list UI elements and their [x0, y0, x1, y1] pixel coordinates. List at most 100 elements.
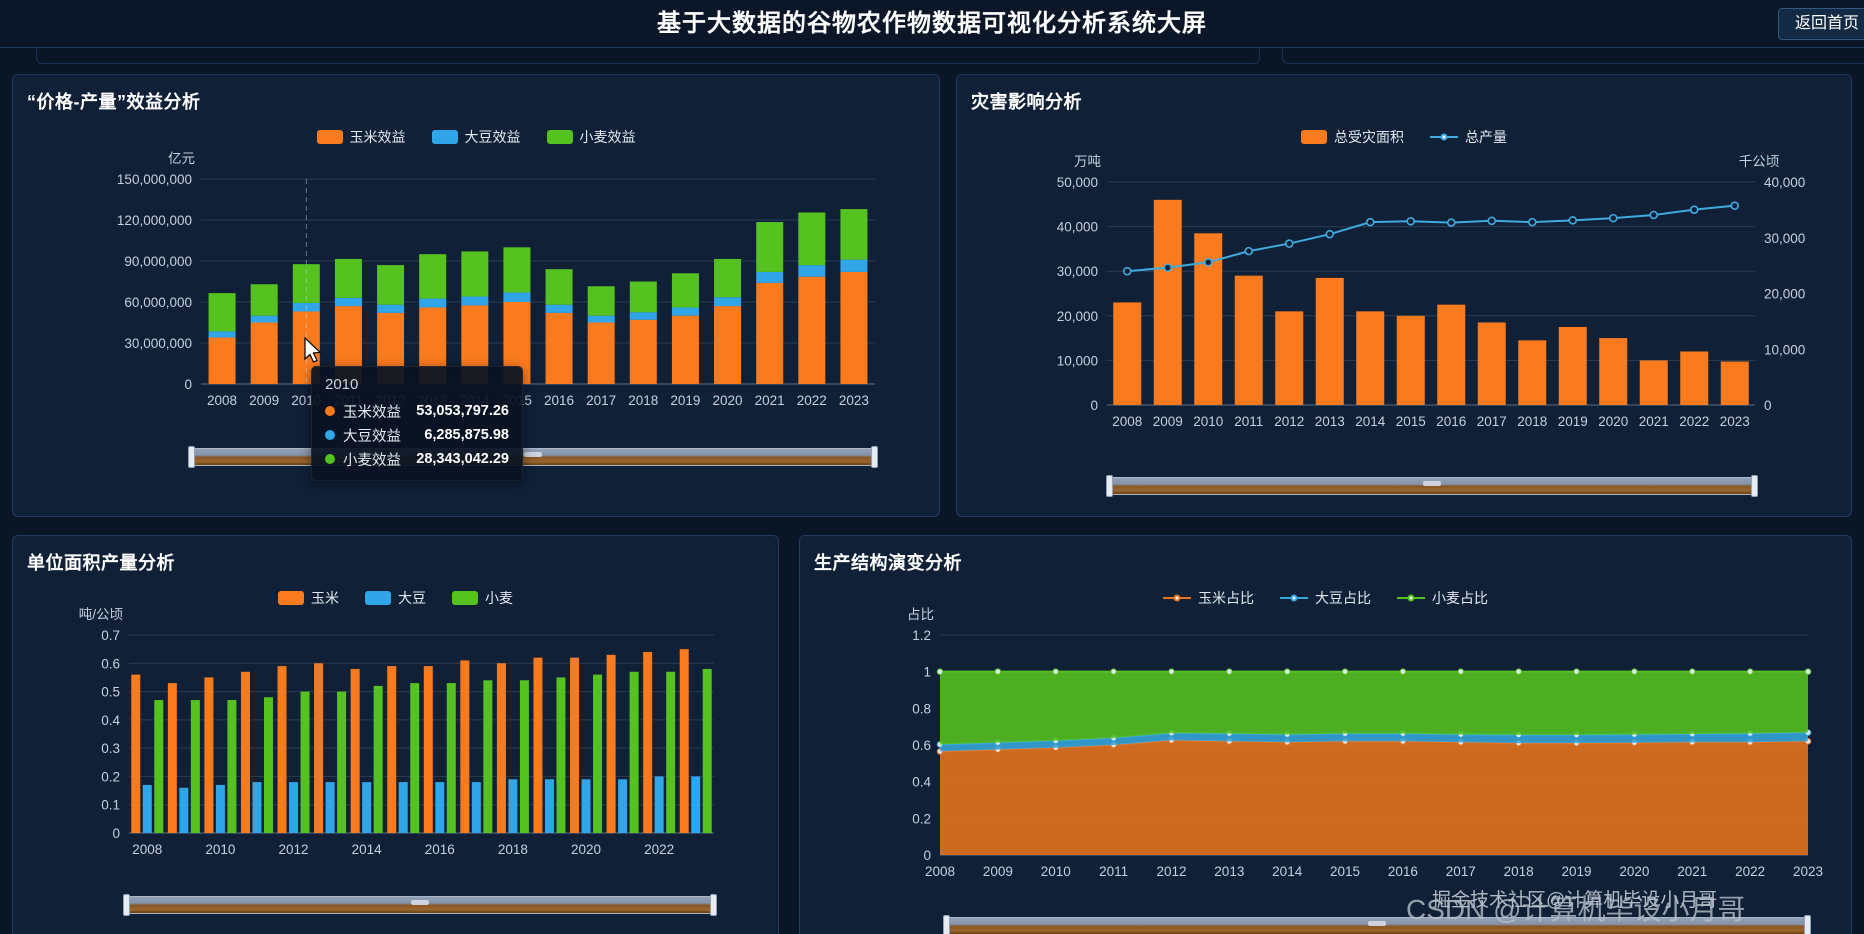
svg-text:2011: 2011 — [1099, 864, 1128, 879]
legend-marker-icon — [278, 591, 304, 605]
legend-line-marker-icon — [1440, 133, 1448, 141]
datazoom-handle-left[interactable] — [943, 915, 950, 934]
svg-text:30,000: 30,000 — [1057, 264, 1098, 279]
svg-text:2011: 2011 — [1234, 414, 1263, 429]
svg-text:0: 0 — [1764, 398, 1772, 413]
svg-text:30,000: 30,000 — [1764, 231, 1805, 246]
svg-text:20,000: 20,000 — [1057, 309, 1098, 324]
datazoom-grip[interactable] — [1368, 921, 1386, 926]
svg-text:2020: 2020 — [571, 842, 601, 857]
svg-text:2014: 2014 — [1355, 414, 1386, 429]
svg-text:2020: 2020 — [713, 393, 743, 408]
svg-text:20,000: 20,000 — [1764, 287, 1805, 302]
legend-line-marker-icon — [1173, 594, 1181, 602]
legend-marker-icon — [365, 591, 391, 605]
mouse-cursor-icon — [304, 337, 322, 363]
legend-item[interactable]: 玉米占比 — [1163, 588, 1254, 608]
svg-text:2019: 2019 — [1562, 864, 1592, 879]
legend-marker-icon — [1163, 594, 1191, 602]
legend-item[interactable]: 玉米效益 — [316, 127, 406, 147]
chart-canvas-structure[interactable]: 0 0.2 0.4 0.6 0.8 1 1.2 占比 2008 2009 2010 2011 2012 2… — [800, 536, 1852, 934]
svg-text:2012: 2012 — [279, 842, 309, 857]
svg-text:2020: 2020 — [1619, 864, 1649, 879]
legend-item[interactable]: 小麦效益 — [546, 127, 636, 147]
svg-text:2008: 2008 — [132, 842, 162, 857]
svg-text:2021: 2021 — [1677, 864, 1707, 879]
tooltip-label: 玉米效益 — [343, 404, 401, 421]
svg-text:2019: 2019 — [1558, 414, 1588, 429]
svg-text:0.7: 0.7 — [101, 628, 120, 643]
legend-label: 总受灾面积 — [1334, 129, 1404, 145]
back-home-button[interactable]: 返回首页 — [1777, 8, 1864, 40]
legend-item[interactable]: 总产量 — [1430, 127, 1507, 147]
tooltip-row: 小麦效益 28,343,042.29 — [325, 447, 509, 471]
legend-marker-icon — [431, 130, 458, 144]
svg-text:1.2: 1.2 — [912, 628, 931, 643]
svg-text:2010: 2010 — [1193, 414, 1223, 429]
legend-item[interactable]: 总受灾面积 — [1301, 127, 1404, 147]
legend-item[interactable]: 大豆效益 — [431, 127, 521, 147]
legend-item[interactable]: 小麦 — [452, 588, 513, 608]
tooltip-title: 2010 — [325, 376, 359, 393]
panel-clipped-top-left — [36, 48, 1260, 64]
panel-unit-area-yield: 单位面积产量分析 玉米 大豆 小麦 0 0.1 0.2 0.3 0.4 0.5 0.6 0.7 吨/… — [12, 535, 779, 934]
svg-text:2017: 2017 — [1477, 414, 1507, 429]
svg-text:2022: 2022 — [797, 393, 827, 408]
datazoom-slider[interactable] — [1106, 475, 1758, 497]
datazoom-handle-left[interactable] — [123, 894, 130, 916]
svg-text:2015: 2015 — [1396, 414, 1426, 429]
header: 基于大数据的谷物农作物数据可视化分析系统大屏 返回首页 — [0, 0, 1864, 48]
datazoom-grip[interactable] — [524, 452, 542, 457]
legend-label: 玉米占比 — [1198, 590, 1254, 606]
svg-text:2010: 2010 — [1041, 864, 1071, 879]
svg-text:千公顷: 千公顷 — [1739, 154, 1780, 169]
legend-marker-icon — [316, 130, 343, 144]
datazoom-handle-left[interactable] — [188, 446, 195, 468]
panel-production-structure: 生产结构演变分析 玉米占比 大豆占比 小麦占比 0 0.2 0.4 0.6 0.8 1 1.2 占… — [799, 535, 1852, 934]
chart-canvas-yield[interactable]: 0 0.1 0.2 0.3 0.4 0.5 0.6 0.7 吨/公顷 2008 2010 2012 20… — [13, 536, 779, 934]
svg-text:10,000: 10,000 — [1057, 353, 1098, 368]
svg-text:2008: 2008 — [925, 864, 955, 879]
svg-text:2014: 2014 — [352, 842, 383, 857]
page-title: 基于大数据的谷物农作物数据可视化分析系统大屏 — [657, 10, 1207, 37]
datazoom-handle-right[interactable] — [1751, 475, 1758, 497]
datazoom-slider[interactable] — [188, 446, 878, 468]
chart-tooltip: 2010 玉米效益 53,053,797.26 大豆效益 6,285,875.9… — [311, 366, 523, 481]
datazoom-handle-right[interactable] — [710, 894, 717, 916]
chart-legend: 玉米效益 大豆效益 小麦效益 — [13, 127, 939, 147]
datazoom-slider[interactable] — [943, 915, 1811, 934]
svg-text:2014: 2014 — [1272, 864, 1303, 879]
legend-item[interactable]: 玉米 — [278, 588, 339, 608]
svg-text:40,000: 40,000 — [1764, 175, 1805, 190]
chart-canvas-disaster[interactable]: 0 10,000 20,000 30,000 40,000 50,000 0 10,000 20… — [957, 75, 1852, 517]
datazoom-slider[interactable] — [123, 894, 717, 916]
panel-disaster-impact: 灾害影响分析 总受灾面积 总产量 0 10,000 20,000 30,000 40,00… — [956, 74, 1852, 517]
datazoom-grip[interactable] — [411, 900, 429, 905]
datazoom-handle-left[interactable] — [1106, 475, 1113, 497]
legend-marker-icon — [1301, 130, 1327, 144]
datazoom-handle-right[interactable] — [1804, 915, 1811, 934]
svg-text:0.3: 0.3 — [101, 741, 120, 756]
legend-item[interactable]: 大豆 — [365, 588, 426, 608]
svg-text:2022: 2022 — [644, 842, 674, 857]
svg-text:0: 0 — [1090, 398, 1098, 413]
legend-label: 玉米 — [311, 590, 339, 606]
svg-text:2022: 2022 — [1735, 864, 1765, 879]
svg-text:1: 1 — [923, 665, 931, 680]
svg-text:2023: 2023 — [839, 393, 869, 408]
svg-text:2023: 2023 — [1720, 414, 1750, 429]
svg-text:2009: 2009 — [1153, 414, 1183, 429]
legend-item[interactable]: 大豆占比 — [1280, 588, 1371, 608]
svg-text:2015: 2015 — [1330, 864, 1360, 879]
panel-title: “价格-产量”效益分析 — [27, 92, 201, 112]
panel-title: 灾害影响分析 — [971, 92, 1082, 112]
series-dot-soybean-icon — [325, 430, 335, 440]
svg-text:万吨: 万吨 — [1074, 154, 1101, 169]
svg-text:2016: 2016 — [544, 393, 574, 408]
svg-text:占比: 占比 — [907, 607, 934, 622]
svg-text:2016: 2016 — [1388, 864, 1418, 879]
legend-item[interactable]: 小麦占比 — [1397, 588, 1488, 608]
datazoom-handle-right[interactable] — [871, 446, 878, 468]
datazoom-grip[interactable] — [1423, 481, 1441, 486]
